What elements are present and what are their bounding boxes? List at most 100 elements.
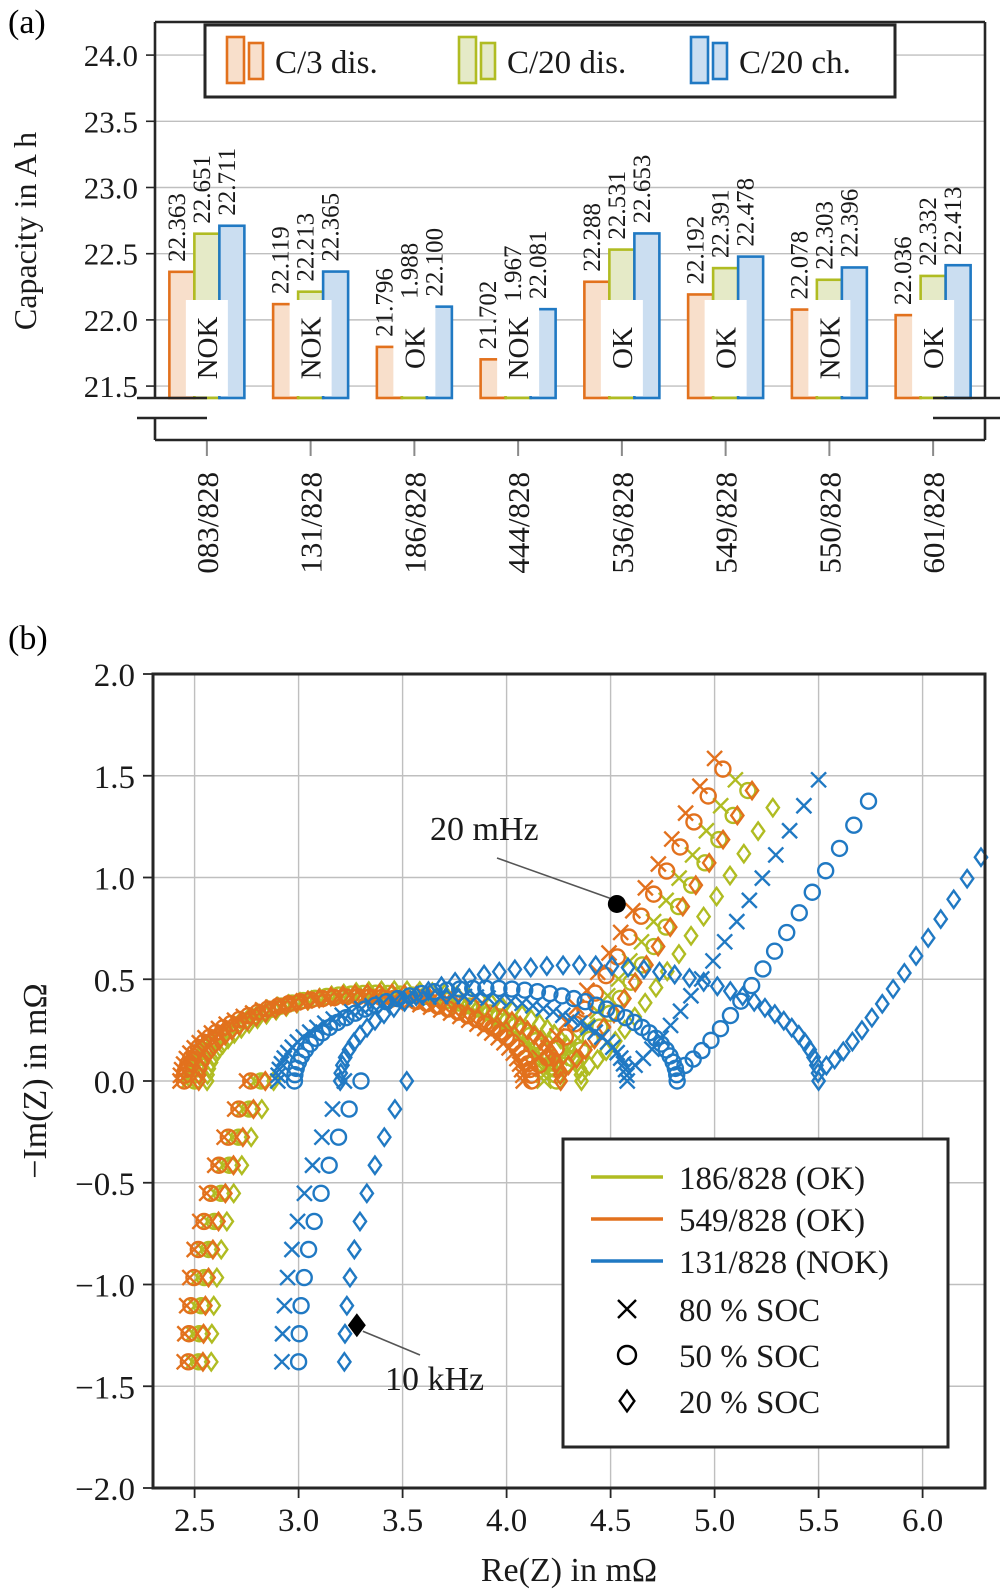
data-point bbox=[200, 1266, 217, 1289]
legend-label: C/3 dis. bbox=[275, 45, 378, 81]
x-tick-label: 186/828 bbox=[397, 472, 432, 574]
legend-label: 20 % SOC bbox=[679, 1385, 820, 1421]
legend-swatch bbox=[689, 35, 710, 85]
bar-value-label: 22.396 bbox=[836, 189, 863, 258]
data-point bbox=[269, 1066, 287, 1084]
data-point bbox=[483, 992, 500, 1015]
y-axis-label: −Im(Z) in mΩ bbox=[17, 983, 54, 1179]
data-point bbox=[413, 984, 431, 1003]
x-tick-label: 6.0 bbox=[902, 1503, 943, 1539]
legend-swatch bbox=[457, 35, 478, 85]
data-point bbox=[311, 987, 327, 1010]
data-point bbox=[458, 1006, 477, 1025]
data-point bbox=[356, 1000, 374, 1018]
data-point bbox=[669, 897, 688, 916]
annotation-leader bbox=[362, 1330, 421, 1356]
data-point bbox=[503, 980, 521, 998]
data-point bbox=[352, 1210, 368, 1233]
data-point bbox=[744, 779, 760, 802]
data-point bbox=[750, 820, 766, 842]
data-point bbox=[618, 1388, 636, 1414]
data-point bbox=[662, 916, 678, 938]
bar-value-label: 22.531 bbox=[604, 171, 631, 240]
x-tick-label: 4.0 bbox=[486, 1503, 527, 1539]
data-point bbox=[636, 958, 652, 981]
data-point bbox=[337, 1008, 355, 1027]
data-point bbox=[523, 956, 539, 979]
data-point bbox=[286, 1065, 304, 1084]
bar-value-label: 22.119 bbox=[268, 226, 295, 294]
data-point bbox=[447, 971, 463, 993]
data-point bbox=[320, 1156, 338, 1174]
data-point bbox=[230, 1010, 249, 1029]
data-point bbox=[637, 879, 654, 897]
data-point bbox=[675, 895, 691, 918]
legend-label: 131/828 (NOK) bbox=[679, 1245, 889, 1281]
data-point bbox=[767, 1003, 783, 1025]
svg-text:23.5: 23.5 bbox=[84, 104, 138, 139]
data-point bbox=[206, 1156, 224, 1174]
x-tick-label: 601/828 bbox=[916, 472, 951, 574]
status-badge-label: OK bbox=[711, 327, 743, 369]
data-point bbox=[681, 967, 698, 989]
data-point bbox=[181, 1269, 199, 1286]
bar-value-label: 22.391 bbox=[708, 189, 735, 258]
data-point bbox=[553, 987, 571, 1005]
data-point bbox=[376, 1126, 392, 1148]
data-point bbox=[569, 1048, 585, 1070]
status-badge bbox=[704, 300, 747, 396]
data-point bbox=[702, 1031, 720, 1050]
data-point bbox=[340, 1100, 358, 1118]
data-point bbox=[544, 1003, 562, 1021]
data-point bbox=[586, 984, 604, 1002]
data-point bbox=[699, 787, 717, 805]
data-point bbox=[721, 1006, 740, 1025]
data-point bbox=[650, 935, 666, 958]
status-badge bbox=[393, 300, 436, 396]
data-point bbox=[946, 888, 962, 911]
series-diamond bbox=[332, 846, 989, 1373]
data-point bbox=[178, 1297, 196, 1315]
data-point bbox=[573, 1070, 590, 1092]
data-point bbox=[612, 924, 630, 941]
x-axis-label: Re(Z) in mΩ bbox=[481, 1552, 657, 1589]
data-point bbox=[299, 1240, 318, 1259]
data-point bbox=[827, 1048, 843, 1071]
status-badge bbox=[600, 300, 643, 396]
status-badge-label: NOK bbox=[296, 317, 328, 380]
status-badge-label: NOK bbox=[814, 317, 846, 380]
data-point bbox=[627, 971, 643, 993]
plot-frame bbox=[151, 672, 987, 1490]
y-tick-label: 0.5 bbox=[94, 963, 135, 999]
data-point bbox=[289, 1213, 306, 1230]
data-point bbox=[541, 984, 559, 1003]
data-point bbox=[601, 1004, 619, 1023]
legend-label: 50 % SOC bbox=[679, 1339, 820, 1375]
data-point bbox=[810, 771, 827, 789]
data-point bbox=[552, 1064, 568, 1086]
data-point bbox=[555, 954, 571, 976]
series-circle bbox=[285, 792, 878, 1371]
panel-b-tag: (b) bbox=[8, 620, 48, 657]
data-point bbox=[844, 1030, 861, 1053]
data-point bbox=[528, 982, 547, 1001]
data-point bbox=[324, 1100, 341, 1118]
data-point bbox=[197, 1046, 214, 1069]
data-point bbox=[556, 1028, 575, 1046]
x-tick-label: 4.5 bbox=[590, 1503, 631, 1539]
data-point bbox=[283, 1241, 301, 1258]
status-badge bbox=[185, 300, 228, 396]
data-point bbox=[644, 885, 663, 903]
data-point bbox=[577, 1039, 594, 1061]
data-point bbox=[539, 955, 555, 977]
data-point bbox=[854, 1019, 870, 1041]
bar-value-label: 22.413 bbox=[940, 186, 967, 255]
data-point bbox=[597, 1000, 616, 1018]
data-point bbox=[476, 998, 492, 1021]
data-point bbox=[302, 991, 320, 1009]
data-point bbox=[245, 1098, 262, 1120]
data-point bbox=[235, 1126, 251, 1148]
data-point bbox=[335, 984, 351, 1006]
data-point bbox=[522, 1072, 541, 1090]
data-point bbox=[420, 980, 437, 1002]
